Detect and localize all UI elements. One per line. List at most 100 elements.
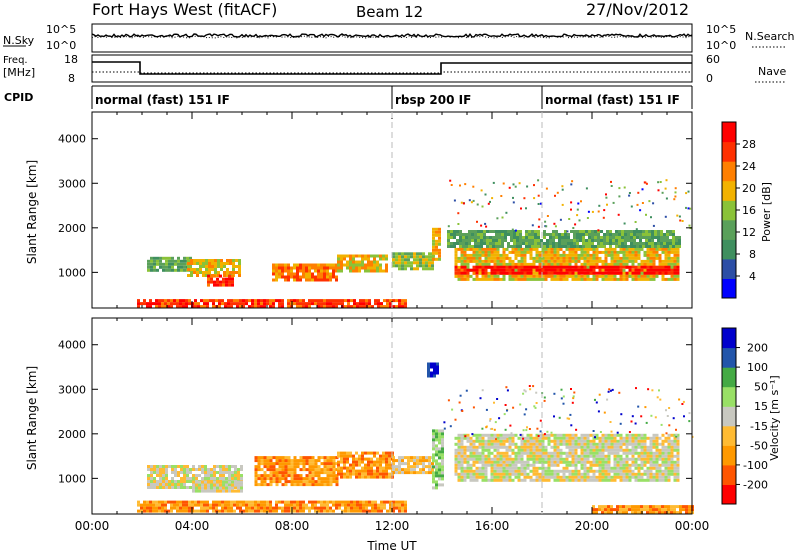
heatmap-cell xyxy=(648,245,651,248)
heatmap-cell xyxy=(605,196,608,199)
heatmap-cell xyxy=(254,477,258,481)
heatmap-cell xyxy=(636,233,639,236)
heatmap-cell xyxy=(572,227,575,229)
heatmap-cell xyxy=(218,302,221,306)
heatmap-cell xyxy=(553,442,557,446)
heatmap-cell xyxy=(586,250,590,254)
heatmap-cell xyxy=(496,217,499,220)
heatmap-cell xyxy=(450,233,453,236)
heatmap-cell xyxy=(610,448,614,452)
cpid-label: CPID xyxy=(4,91,33,104)
heatmap-cell xyxy=(577,271,581,275)
heatmap-cell xyxy=(487,247,491,251)
heatmap-cell xyxy=(613,277,617,281)
freq-left-tick-bottom: 8 xyxy=(68,72,75,85)
heatmap-cell xyxy=(395,465,398,469)
heatmap-cell xyxy=(305,272,308,276)
heatmap-cell xyxy=(597,236,600,239)
heatmap-cell xyxy=(463,277,467,281)
heatmap-cell xyxy=(643,253,647,257)
heatmap-cell xyxy=(676,472,680,476)
heatmap-cell xyxy=(225,468,228,471)
heatmap-cell xyxy=(379,472,382,476)
heatmap-cell xyxy=(407,264,410,268)
heatmap-cell xyxy=(219,471,222,474)
heatmap-cell xyxy=(346,457,349,461)
heatmap-cell xyxy=(208,271,211,274)
heatmap-cell xyxy=(622,436,626,440)
heatmap-cell xyxy=(616,469,620,473)
heatmap-cell xyxy=(553,445,557,449)
heatmap-cell xyxy=(619,262,623,266)
heatmap-cell xyxy=(314,500,317,504)
heatmap-cell xyxy=(431,264,434,268)
heatmap-cell xyxy=(634,265,638,269)
heatmap-cell xyxy=(607,390,610,393)
heatmap-cell xyxy=(153,262,156,266)
heatmap-cell xyxy=(222,480,225,484)
heatmap-cell xyxy=(520,433,524,437)
heatmap-cell xyxy=(517,247,521,251)
heatmap-cell xyxy=(212,500,215,504)
heatmap-cell xyxy=(340,475,343,479)
heatmap-cell xyxy=(613,247,617,251)
heatmap-cell xyxy=(511,460,515,464)
heatmap-cell xyxy=(547,454,551,458)
heatmap-cell xyxy=(607,457,611,461)
heatmap-cell xyxy=(603,239,606,242)
heatmap-cell xyxy=(137,299,140,303)
heatmap-cell xyxy=(272,474,276,478)
heatmap-cell xyxy=(323,465,327,469)
heatmap-cell xyxy=(314,503,317,507)
heatmap-cell xyxy=(556,271,560,275)
heatmap-cell xyxy=(544,451,548,455)
heatmap-cell xyxy=(180,265,183,269)
heatmap-cell xyxy=(601,268,605,272)
heatmap-cell xyxy=(643,271,647,275)
heatmap-cell xyxy=(189,265,192,269)
heatmap-cell xyxy=(673,439,677,443)
heatmap-cell xyxy=(200,506,203,510)
heatmap-cell xyxy=(199,271,202,274)
heatmap-cell xyxy=(516,230,519,233)
heatmap-cell xyxy=(368,500,371,504)
heatmap-cell xyxy=(667,448,671,452)
heatmap-cell xyxy=(592,469,596,473)
heatmap-cell xyxy=(674,195,677,198)
heatmap-cell xyxy=(522,239,525,242)
heatmap-cell xyxy=(290,483,294,487)
heatmap-cell xyxy=(149,500,152,504)
heatmap-cell xyxy=(544,256,548,260)
heatmap-cell xyxy=(165,474,168,477)
heatmap-cell xyxy=(514,460,518,464)
heatmap-cell xyxy=(601,451,605,455)
heatmap-cell xyxy=(367,451,370,455)
heatmap-cell xyxy=(583,478,587,482)
heatmap-cell xyxy=(622,439,626,443)
heatmap-cell xyxy=(578,219,581,222)
heatmap-cell xyxy=(380,503,383,507)
heatmap-cell xyxy=(438,441,441,445)
heatmap-cell xyxy=(601,469,605,473)
heatmap-cell xyxy=(489,245,492,248)
heatmap-cell xyxy=(576,236,579,239)
heatmap-cell xyxy=(476,220,478,223)
heatmap-cell xyxy=(187,268,190,271)
heatmap-cell xyxy=(257,500,260,504)
heatmap-cell xyxy=(580,478,584,482)
heatmap-cell xyxy=(490,445,494,449)
heatmap-cell xyxy=(649,508,652,512)
heatmap-cell xyxy=(447,245,450,248)
heatmap-cell xyxy=(266,459,270,463)
heatmap-cell xyxy=(523,445,527,449)
heatmap-cell xyxy=(649,439,653,443)
heatmap-cell xyxy=(195,477,198,480)
heatmap-cell xyxy=(631,253,635,257)
heatmap-cell xyxy=(487,436,491,440)
heatmap-cell xyxy=(580,454,584,458)
heatmap-cell xyxy=(574,466,578,470)
heatmap-cell xyxy=(544,478,548,482)
heatmap-cell xyxy=(541,445,545,449)
x-tick-label: 20:00 xyxy=(575,519,610,533)
heatmap-cell xyxy=(621,239,624,242)
